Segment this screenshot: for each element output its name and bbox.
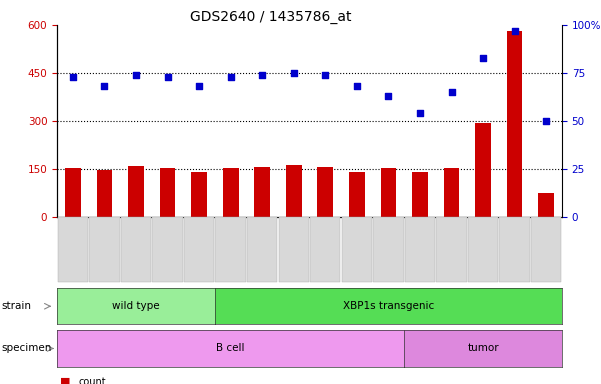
Bar: [349, 172, 365, 217]
Bar: [475, 122, 491, 217]
Point: [352, 83, 362, 89]
Bar: [507, 31, 522, 217]
Point: [510, 28, 519, 34]
Text: count: count: [78, 377, 106, 384]
Point: [415, 110, 425, 116]
Point: [478, 55, 488, 61]
Bar: [223, 168, 239, 217]
Point: [100, 83, 109, 89]
Bar: [65, 168, 81, 217]
Bar: [317, 167, 333, 217]
Bar: [538, 193, 554, 217]
Bar: [191, 172, 207, 217]
Text: wild type: wild type: [112, 301, 160, 311]
Bar: [286, 165, 302, 217]
Point: [226, 74, 236, 80]
Bar: [380, 168, 396, 217]
Point: [163, 74, 172, 80]
Bar: [254, 167, 270, 217]
Point: [447, 89, 456, 95]
Point: [289, 70, 299, 76]
Text: GDS2640 / 1435786_at: GDS2640 / 1435786_at: [190, 10, 351, 23]
Point: [542, 118, 551, 124]
Point: [257, 72, 267, 78]
Bar: [97, 170, 112, 217]
Text: B cell: B cell: [216, 343, 245, 354]
Point: [320, 72, 330, 78]
Bar: [128, 166, 144, 217]
Text: tumor: tumor: [467, 343, 499, 354]
Point: [194, 83, 204, 89]
Text: ■: ■: [60, 377, 70, 384]
Bar: [412, 172, 428, 217]
Text: strain: strain: [1, 301, 31, 311]
Bar: [444, 168, 459, 217]
Text: XBP1s transgenic: XBP1s transgenic: [343, 301, 434, 311]
Bar: [160, 168, 175, 217]
Point: [68, 74, 78, 80]
Point: [383, 93, 393, 99]
Point: [131, 72, 141, 78]
Text: specimen: specimen: [1, 343, 52, 354]
